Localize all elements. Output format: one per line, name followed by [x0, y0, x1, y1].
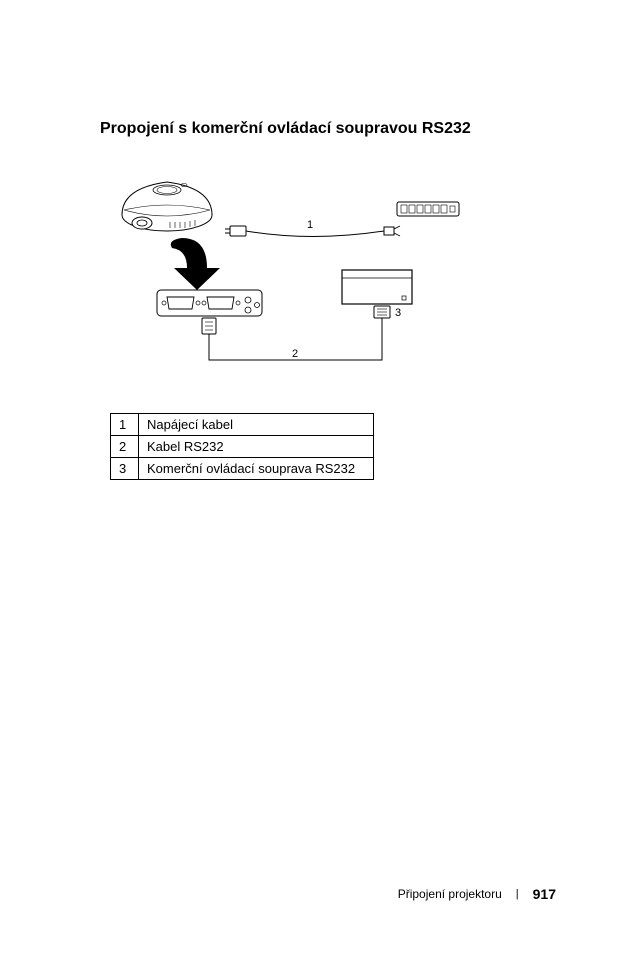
footer-section: Připojení projektoru: [398, 887, 502, 901]
arrow-icon: [171, 238, 220, 290]
projector-icon: [122, 182, 212, 231]
footer-separator: |: [516, 888, 519, 900]
control-box-icon: [342, 270, 412, 318]
diagram-label-2: 2: [292, 348, 298, 360]
legend-table: 1 Napájecí kabel 2 Kabel RS232 3 Komerčn…: [110, 413, 374, 480]
legend-num: 3: [111, 458, 139, 480]
table-row: 2 Kabel RS232: [111, 436, 374, 458]
diagram-label-1: 1: [307, 219, 313, 231]
footer-page-number: 917: [533, 886, 556, 902]
page-footer: Připojení projektoru | 917: [398, 886, 556, 902]
table-row: 3 Komerční ovládací souprava RS232: [111, 458, 374, 480]
legend-text: Napájecí kabel: [139, 414, 374, 436]
legend-text: Komerční ovládací souprava RS232: [139, 458, 374, 480]
connection-diagram: 1: [112, 160, 556, 375]
legend-text: Kabel RS232: [139, 436, 374, 458]
port-panel-icon: [157, 290, 262, 316]
legend-num: 2: [111, 436, 139, 458]
legend-num: 1: [111, 414, 139, 436]
diagram-label-3: 3: [395, 307, 401, 319]
table-row: 1 Napájecí kabel: [111, 414, 374, 436]
page-heading: Propojení s komerční ovládací soupravou …: [100, 120, 556, 138]
power-strip-icon: [397, 202, 459, 216]
